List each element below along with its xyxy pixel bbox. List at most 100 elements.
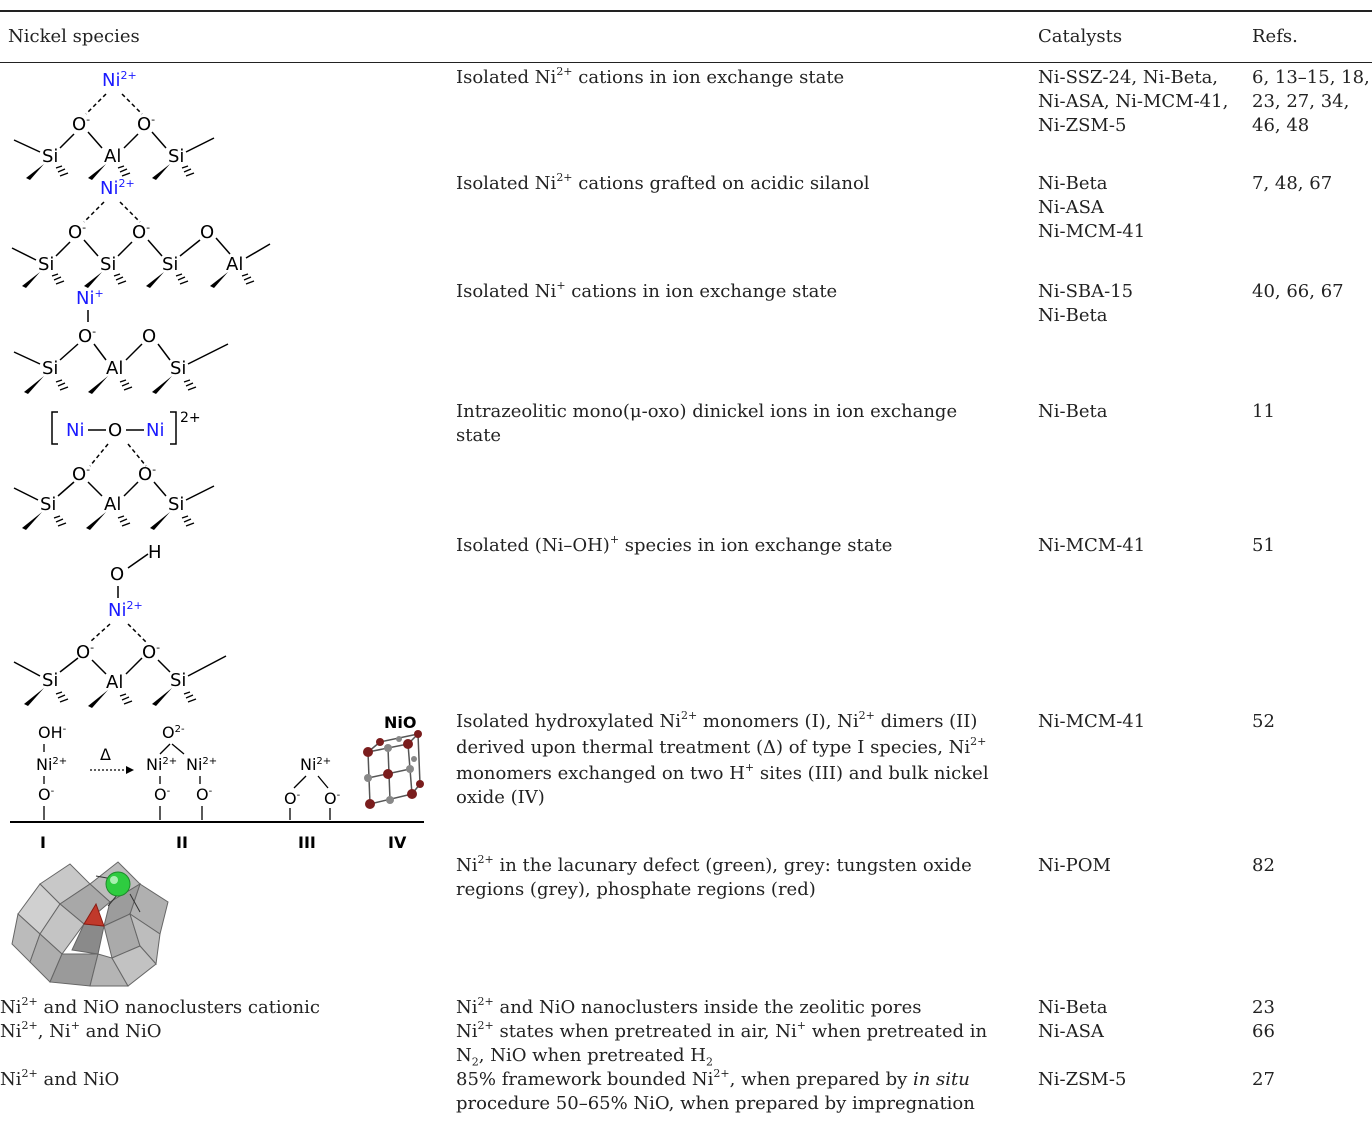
- row6-description: derived upon thermal treatment (Δ) of ty…: [456, 735, 987, 758]
- structure-scheme-i-iv: OH- Ni2+ O- Δ O2- Ni2+ Ni2+ O- O- Ni2+ O…: [10, 713, 424, 852]
- row2-refs: 7, 48, 67: [1252, 173, 1333, 194]
- row7-description: regions (grey), phosphate regions (red): [456, 879, 816, 900]
- structure-ni-pom: [11, 861, 169, 987]
- row8-catalyst: Ni-Beta: [1038, 997, 1108, 1018]
- row9-description: N2, NiO when pretreated H2: [456, 1045, 713, 1069]
- row7-description: Ni2+ in the lacunary defect (green), gre…: [456, 853, 972, 876]
- svg-text:Si: Si: [168, 146, 184, 167]
- svg-text:O-: O-: [196, 785, 213, 804]
- row8-refs: 23: [1252, 997, 1275, 1018]
- svg-text:O-: O-: [324, 789, 341, 808]
- svg-text:O-: O-: [38, 785, 55, 804]
- svg-text:Al: Al: [106, 672, 123, 693]
- svg-text:O: O: [142, 326, 156, 347]
- svg-text:O-: O-: [154, 785, 171, 804]
- header-rule: [0, 62, 1372, 63]
- row5-description: Isolated (Ni–OH)+ species in ion exchang…: [456, 533, 893, 556]
- header-refs: Refs.: [1252, 26, 1298, 47]
- nio-atoms: [363, 730, 424, 809]
- row1-catalyst: Ni-ASA, Ni-MCM-41,: [1038, 91, 1229, 112]
- row10-refs: 27: [1252, 1069, 1275, 1090]
- svg-text:O2-: O2-: [162, 723, 185, 742]
- svg-text:III: III: [298, 833, 316, 852]
- svg-text:IV: IV: [388, 833, 407, 852]
- row8-species: Ni2+ and NiO nanoclusters cationic: [0, 995, 320, 1018]
- row1-refs: 6, 13–15, 18,: [1252, 67, 1370, 88]
- svg-text:Si: Si: [162, 254, 178, 275]
- svg-text:O-: O-: [138, 463, 156, 485]
- svg-text:I: I: [40, 833, 46, 852]
- row2-description: Isolated Ni2+ cations grafted on acidic …: [456, 171, 870, 194]
- row4-refs: 11: [1252, 401, 1275, 422]
- row9-description: Ni2+ states when pretreated in air, Ni+ …: [456, 1019, 988, 1042]
- svg-text:O: O: [200, 222, 214, 243]
- row9-catalyst: Ni-ASA: [1038, 1021, 1104, 1042]
- svg-text:Ni2+: Ni2+: [300, 755, 331, 774]
- top-rule: [0, 10, 1372, 12]
- svg-text:O-: O-: [78, 325, 96, 347]
- svg-text:Δ: Δ: [100, 745, 111, 764]
- row9-refs: 66: [1252, 1021, 1275, 1042]
- svg-text:2+: 2+: [180, 410, 201, 426]
- structure-ni2-grafted-silanol: Ni2+ O- O- O Si Si Si Al: [11, 177, 271, 288]
- row4-description: Intrazeolitic mono(μ-oxo) dinickel ions …: [456, 401, 958, 422]
- svg-text:II: II: [176, 833, 188, 852]
- row6-description: oxide (IV): [456, 787, 545, 808]
- row2-catalyst: Ni-ASA: [1038, 197, 1104, 218]
- row6-description: monomers exchanged on two H+ sites (III)…: [456, 761, 989, 784]
- svg-text:Ni+: Ni+: [76, 287, 104, 309]
- svg-text:O-: O-: [72, 463, 90, 485]
- svg-text:Ni2+: Ni2+: [108, 599, 143, 621]
- svg-text:Al: Al: [226, 254, 243, 275]
- svg-text:Ni2+: Ni2+: [186, 755, 217, 774]
- svg-text:O-: O-: [132, 221, 150, 243]
- svg-text:Si: Si: [168, 494, 184, 515]
- structure-ni2-ion-exchange: Ni2+ O- O- Si Al Si: [13, 69, 215, 180]
- svg-text:Ni: Ni: [146, 420, 164, 441]
- row6-refs: 52: [1252, 711, 1275, 732]
- row7-refs: 82: [1252, 855, 1275, 876]
- row9-species: Ni2+, Ni+ and NiO: [0, 1019, 162, 1042]
- svg-text:Si: Si: [38, 254, 54, 275]
- structure-ni-oh: H O Ni2+ O- O- Si Al Si: [13, 542, 227, 708]
- svg-text:Ni2+: Ni2+: [100, 177, 135, 199]
- row3-description: Isolated Ni+ cations in ion exchange sta…: [456, 279, 838, 302]
- row4-description: state: [456, 425, 502, 446]
- ni-label: Ni2+: [102, 69, 137, 91]
- svg-text:O-: O-: [72, 113, 90, 135]
- svg-text:Si: Si: [42, 358, 58, 379]
- svg-text:H: H: [148, 542, 162, 563]
- row10-species: Ni2+ and NiO: [0, 1067, 120, 1090]
- row2-catalyst: Ni-MCM-41: [1038, 221, 1146, 242]
- svg-text:O-: O-: [142, 641, 160, 663]
- svg-text:Al: Al: [104, 494, 121, 515]
- svg-text:O-: O-: [284, 789, 301, 808]
- row3-catalyst: Ni-Beta: [1038, 305, 1108, 326]
- svg-text:O-: O-: [137, 113, 155, 135]
- svg-text:Ni2+: Ni2+: [146, 755, 177, 774]
- row5-catalyst: Ni-MCM-41: [1038, 535, 1146, 556]
- row6-description: Isolated hydroxylated Ni2+ monomers (I),…: [456, 709, 978, 732]
- row8-description: Ni2+ and NiO nanoclusters inside the zeo…: [456, 995, 922, 1018]
- svg-text:Si: Si: [100, 254, 116, 275]
- ni-green-sphere-icon: [105, 871, 131, 897]
- svg-text:NiO: NiO: [384, 713, 416, 732]
- row3-catalyst: Ni-SBA-15: [1038, 281, 1134, 302]
- row1-catalyst: Ni-ZSM-5: [1038, 115, 1127, 136]
- row1-description: Isolated Ni2+ cations in ion exchange st…: [456, 65, 845, 88]
- svg-text:Al: Al: [106, 358, 123, 379]
- svg-text:O-: O-: [76, 641, 94, 663]
- svg-text:Si: Si: [40, 494, 56, 515]
- svg-text:O: O: [110, 564, 124, 585]
- svg-text:Al: Al: [104, 146, 121, 167]
- row1-refs: 23, 27, 34,: [1252, 91, 1350, 112]
- row10-description: procedure 50–65% NiO, when prepared by i…: [456, 1093, 975, 1114]
- row10-catalyst: Ni-ZSM-5: [1038, 1069, 1127, 1090]
- svg-text:Si: Si: [170, 358, 186, 379]
- row4-catalyst: Ni-Beta: [1038, 401, 1108, 422]
- svg-text:OH-: OH-: [38, 723, 67, 742]
- row3-refs: 40, 66, 67: [1252, 281, 1344, 302]
- structure-mono-oxo-dinickel: Ni O Ni 2+ O- O- Si Al Si: [13, 410, 215, 530]
- svg-text:O: O: [108, 420, 122, 441]
- header-catalysts: Catalysts: [1038, 26, 1123, 47]
